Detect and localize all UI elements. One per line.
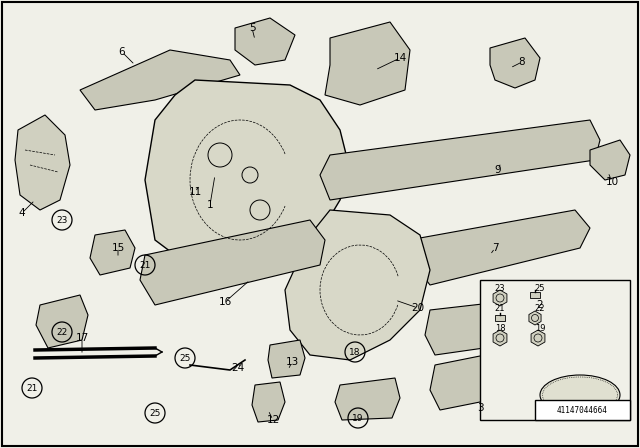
Ellipse shape <box>540 375 620 415</box>
Text: 15: 15 <box>111 243 125 253</box>
Text: 16: 16 <box>218 297 232 307</box>
Text: 1: 1 <box>207 200 213 210</box>
Text: 9: 9 <box>495 165 501 175</box>
Polygon shape <box>430 350 520 410</box>
Text: 25: 25 <box>149 409 161 418</box>
Text: 14: 14 <box>394 53 406 63</box>
Polygon shape <box>490 38 540 88</box>
Text: 19: 19 <box>352 414 364 422</box>
Polygon shape <box>140 220 325 305</box>
Polygon shape <box>15 115 70 210</box>
Text: 6: 6 <box>118 47 125 57</box>
Text: 25: 25 <box>535 284 545 293</box>
Polygon shape <box>493 290 507 306</box>
Bar <box>530 292 540 298</box>
Text: 4: 4 <box>19 208 26 218</box>
Polygon shape <box>285 210 430 360</box>
Text: 5: 5 <box>249 23 255 33</box>
Text: 22: 22 <box>535 303 545 313</box>
Text: 20: 20 <box>412 303 424 313</box>
Text: 10: 10 <box>605 177 619 187</box>
Text: 23: 23 <box>495 284 506 293</box>
Polygon shape <box>320 120 600 200</box>
Polygon shape <box>529 311 541 325</box>
Text: 13: 13 <box>285 357 299 367</box>
Text: 21: 21 <box>140 260 150 270</box>
Text: 17: 17 <box>76 333 88 343</box>
Text: 21: 21 <box>495 303 505 313</box>
Polygon shape <box>493 330 507 346</box>
Text: 12: 12 <box>266 415 280 425</box>
Text: 18: 18 <box>495 323 506 332</box>
Text: 22: 22 <box>56 327 68 336</box>
Polygon shape <box>425 290 615 355</box>
Polygon shape <box>325 22 410 105</box>
Text: 18: 18 <box>349 348 361 357</box>
Text: 11: 11 <box>188 187 202 197</box>
Polygon shape <box>145 80 350 270</box>
Polygon shape <box>335 378 400 420</box>
Bar <box>495 315 505 321</box>
Text: 3: 3 <box>477 403 483 413</box>
Bar <box>535 400 630 420</box>
Text: 8: 8 <box>518 57 525 67</box>
Polygon shape <box>235 18 295 65</box>
Polygon shape <box>252 382 285 422</box>
Polygon shape <box>80 50 240 110</box>
Text: 19: 19 <box>535 323 545 332</box>
Text: 41147044664: 41147044664 <box>557 405 608 414</box>
Polygon shape <box>36 295 88 348</box>
Text: 24: 24 <box>232 363 244 373</box>
Text: 25: 25 <box>179 353 191 362</box>
Polygon shape <box>268 340 305 378</box>
Text: 23: 23 <box>56 215 68 224</box>
Polygon shape <box>590 140 630 180</box>
Polygon shape <box>531 330 545 346</box>
Bar <box>480 280 630 420</box>
Text: 2: 2 <box>537 300 543 310</box>
Text: 21: 21 <box>26 383 38 392</box>
Polygon shape <box>415 210 590 285</box>
Text: 7: 7 <box>492 243 499 253</box>
Polygon shape <box>90 230 135 275</box>
